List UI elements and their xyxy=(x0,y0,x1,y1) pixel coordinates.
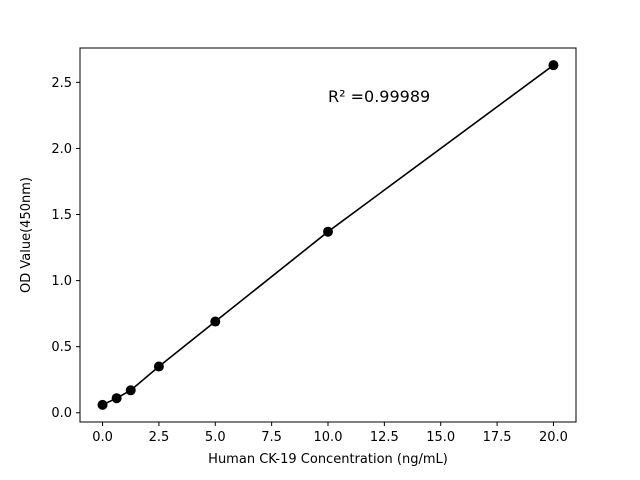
x-tick-label: 5.0 xyxy=(205,430,226,445)
x-tick-label: 15.0 xyxy=(426,430,455,445)
data-point xyxy=(97,399,108,410)
data-point xyxy=(548,60,559,71)
y-tick-label: 1.0 xyxy=(51,274,72,289)
data-point xyxy=(210,316,221,327)
data-point xyxy=(125,385,136,396)
y-tick-label: 2.0 xyxy=(51,142,72,157)
data-point xyxy=(111,393,122,404)
x-tick-label: 20.0 xyxy=(539,430,568,445)
x-tick-label: 10.0 xyxy=(314,430,343,445)
x-tick-label: 7.5 xyxy=(261,430,282,445)
data-point xyxy=(153,361,164,372)
data-point xyxy=(323,226,333,237)
y-tick-label: 2.5 xyxy=(51,76,72,91)
x-tick-label: 12.5 xyxy=(370,430,399,445)
x-axis-label: Human CK-19 Concentration (ng/mL) xyxy=(208,452,448,467)
y-axis-label: OD Value(450nm) xyxy=(19,177,34,293)
y-tick-label: 0.0 xyxy=(51,406,72,421)
r-squared-annotation: R² =0.99989 xyxy=(328,87,430,106)
y-tick-label: 1.5 xyxy=(51,208,72,223)
x-tick-label: 17.5 xyxy=(483,430,512,445)
x-tick-label: 0.0 xyxy=(92,430,113,445)
y-tick-label: 0.5 xyxy=(51,340,72,355)
x-tick-label: 2.5 xyxy=(149,430,170,445)
